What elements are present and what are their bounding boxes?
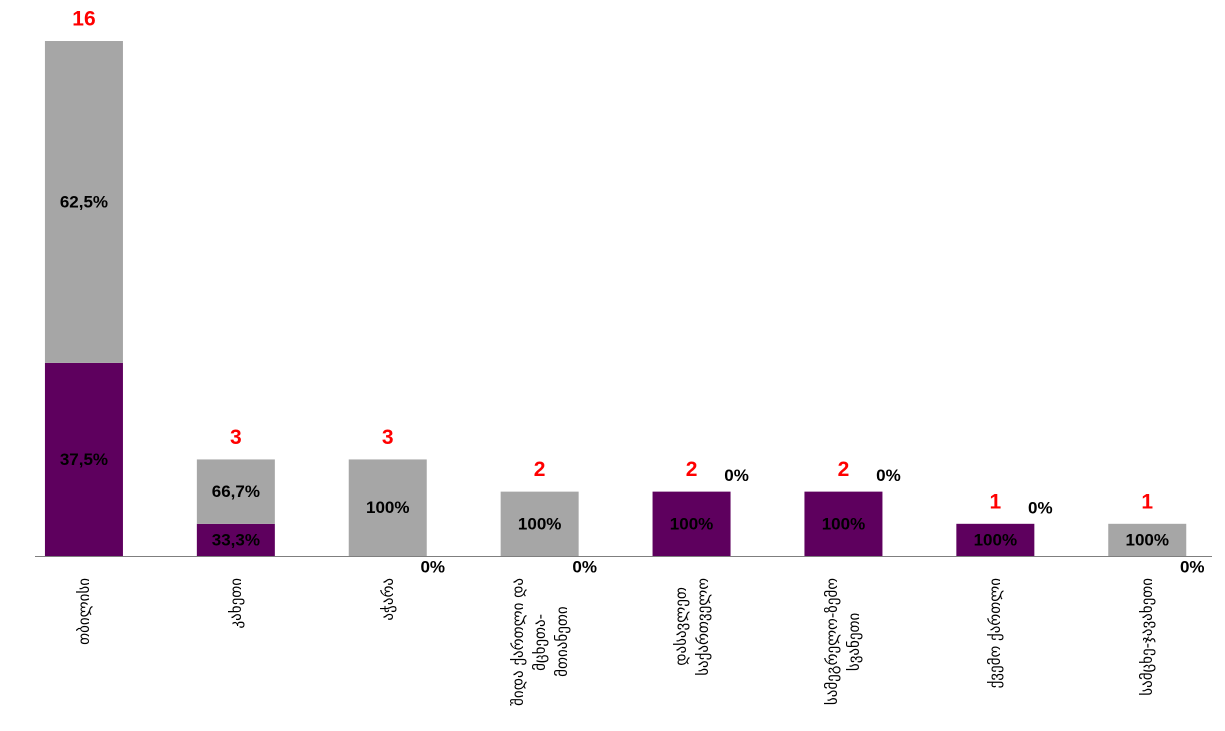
category-label-1: კახეთი (226, 578, 245, 629)
category-label-3: შიდა ქართლი და მცხეთა- მთიანეთი (508, 578, 571, 706)
bar-segment-top-0 (44, 41, 123, 363)
total-label-2: 3 (382, 426, 394, 449)
segment-label-top-1: 66,7% (212, 482, 260, 501)
total-label-3: 2 (534, 458, 546, 481)
segment-label-bottom-6: 100% (974, 530, 1017, 549)
category-label-5: სამეგრელო-ზემო სვანეთი (823, 578, 864, 706)
bar-segment-top-3 (500, 491, 579, 556)
total-label-5: 2 (838, 458, 850, 481)
segment-label-top-0: 62,5% (60, 192, 108, 211)
total-label-6: 1 (990, 490, 1002, 513)
segment-label-bottom-0: 37,5% (60, 450, 108, 469)
category-label-6: ქვემო ქართლი (986, 578, 1005, 689)
segment-label-bottom-1: 33,3% (212, 530, 260, 549)
segment-label-top-6: 0% (1028, 498, 1053, 517)
bar-segment-top-1 (196, 459, 275, 524)
segment-label-top-4: 0% (724, 466, 749, 485)
bar-segment-bottom-5 (804, 491, 883, 556)
segment-label-bottom-4: 100% (670, 514, 713, 533)
category-label-4: დასავლეთ საქართველო (671, 578, 712, 676)
segment-label-bottom-2: 0% (420, 558, 445, 577)
bar-segment-bottom-6 (956, 523, 1035, 556)
total-label-1: 3 (230, 426, 242, 449)
bar-segment-bottom-0 (44, 362, 123, 556)
bar-segment-top-7 (1108, 523, 1187, 556)
segment-label-bottom-5: 100% (822, 514, 865, 533)
category-label-7: სამცხე-ჯავახეთი (1138, 578, 1157, 696)
category-label-2: აჭარა (378, 578, 397, 621)
bar-segment-bottom-4 (652, 491, 731, 556)
segment-label-top-3: 100% (518, 514, 561, 533)
segment-label-bottom-7: 0% (1180, 558, 1205, 577)
bar-segment-bottom-1 (196, 523, 275, 556)
total-label-0: 16 (72, 8, 95, 31)
segment-label-top-5: 0% (876, 466, 901, 485)
total-label-7: 1 (1141, 490, 1153, 513)
bar-segment-top-2 (348, 459, 427, 556)
segment-label-top-7: 100% (1126, 530, 1169, 549)
category-label-0: თბილისი (74, 578, 93, 645)
segment-label-bottom-3: 0% (572, 558, 597, 577)
total-label-4: 2 (686, 458, 698, 481)
segment-label-top-2: 100% (366, 498, 409, 517)
